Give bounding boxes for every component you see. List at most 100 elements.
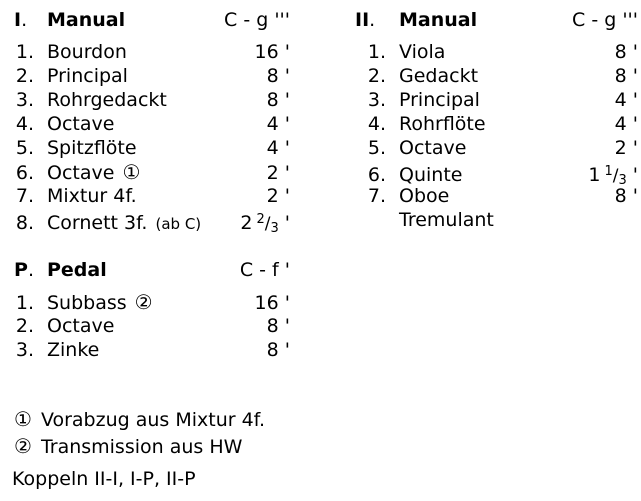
foot-prime-mark: ' (626, 164, 638, 186)
foot-prime-mark: ' (278, 113, 290, 135)
stop-list: 1. Subbass ② 16 ' 2. Octave 8 ' 3. Zinke … (14, 290, 290, 362)
stop-row: 6. Octave ① 2 ' (14, 160, 290, 184)
stop-name-cell: Spitzflöte (47, 136, 259, 160)
stop-row: 6. Quinte 1 1/3 ' (355, 160, 638, 188)
foot-prime-mark: ' (626, 41, 638, 63)
stop-number: 1. (15, 41, 34, 63)
stop-pitch: 16 ' (254, 292, 290, 314)
stop-name: Zinke (47, 339, 100, 361)
stop-number: 5. (367, 137, 386, 159)
foot-prime-mark: ' (278, 65, 290, 87)
section-number-dot: . (27, 259, 34, 281)
stop-row: 7. Mixtur 4f. 2 ' (14, 184, 290, 208)
stop-pitch: 4 ' (614, 113, 638, 135)
stop-row: 1. Bourdon 16 ' (14, 40, 290, 64)
section-manual-2: II. Manual C - g ''' 1. Viola 8 ' 2. Ged… (355, 8, 638, 232)
stop-row: 5. Octave 2 ' (355, 136, 638, 160)
stop-number: 4. (15, 113, 34, 135)
section-compass: C - g ''' (224, 9, 290, 31)
section-number: P. (14, 258, 34, 282)
stop-row: 2. Gedackt 8 ' (355, 64, 638, 88)
stop-pitch: 2 2/3 ' (240, 212, 290, 236)
stop-pitch: 8 ' (266, 315, 290, 337)
stop-number: 2. (367, 65, 386, 87)
stop-name-cell: Principal (47, 64, 259, 88)
foot-prime-mark: ' (626, 89, 638, 111)
stop-pitch: 4 ' (266, 113, 290, 135)
stop-name: Octave (47, 113, 115, 135)
foot-prime-mark: ' (278, 137, 290, 159)
stop-name-cell: Gedackt (399, 64, 607, 88)
foot-prime-mark: ' (278, 41, 290, 63)
footnote-2: ② Transmission aus HW (14, 433, 265, 460)
foot-prime-mark: ' (626, 65, 638, 87)
stop-name: Tremulant (399, 209, 494, 231)
foot-prime-mark: ' (278, 292, 290, 314)
circled-2-icon: ② (14, 434, 32, 458)
stop-name: Gedackt (399, 65, 479, 87)
foot-prime-mark: ' (278, 162, 290, 184)
stop-number: 1. (367, 41, 386, 63)
stop-name: Octave (399, 137, 467, 159)
section-number: I. (14, 8, 34, 32)
stop-number: 3. (15, 339, 34, 361)
stop-name-cell: Oboe (399, 184, 607, 208)
stop-name-cell: Octave (47, 314, 259, 338)
stop-list: 1. Bourdon 16 ' 2. Principal 8 ' 3. Rohr… (14, 40, 290, 236)
stop-name: Octave (47, 315, 115, 337)
section-header: P. Pedal C - f ' (14, 258, 290, 282)
section-number-letter: P (14, 259, 28, 281)
stop-name-cell: Cornett 3f. (ab C) (47, 211, 232, 236)
stop-name: Principal (399, 89, 480, 111)
foot-prime-mark: ' (278, 185, 290, 207)
stop-row: 4. Rohrflöte 4 ' (355, 112, 638, 136)
stop-row: 7. Oboe 8 ' (355, 184, 638, 208)
stop-name-cell: Mixtur 4f. (47, 184, 259, 208)
foot-prime-mark: ' (278, 89, 290, 111)
stop-row: 3. Rohrgedackt 8 ' (14, 88, 290, 112)
stop-pitch: 16 ' (254, 41, 290, 63)
stop-number: 8. (15, 212, 34, 234)
section-header: II. Manual C - g ''' (355, 8, 638, 32)
section-title: Pedal (47, 259, 107, 281)
section-number-roman: II (355, 9, 370, 31)
foot-prime-mark: ' (626, 137, 638, 159)
stop-name-cell: Rohrgedackt (47, 88, 259, 112)
footnote-text: Transmission aus HW (40, 436, 243, 458)
stop-row: 3. Zinke 8 ' (14, 338, 290, 362)
stop-name-cell: Subbass ② (47, 290, 247, 315)
stop-number: 6. (367, 164, 386, 186)
footnotes: ① Vorabzug aus Mixtur 4f. ② Transmission a… (14, 406, 265, 460)
foot-prime-mark: ' (626, 185, 638, 207)
stop-name-cell: Octave (399, 136, 607, 160)
stop-name: Rohrgedackt (47, 89, 167, 111)
stop-pitch: 1 1/3 ' (588, 164, 638, 188)
stop-pitch: 8 ' (266, 339, 290, 361)
couplers-line: Koppeln II-I, I-P, II-P (12, 468, 196, 490)
footnote-marker-icon: ① (122, 160, 141, 184)
stop-name: Rohrflöte (399, 113, 486, 135)
pitch-fraction: 1/3 (604, 164, 627, 188)
stop-name-cell: Bourdon (47, 40, 247, 64)
section-number-dot: . (21, 9, 28, 31)
stop-pitch: 8 ' (614, 185, 638, 207)
footnote-marker-icon: ② (134, 290, 153, 314)
section-number-dot: . (369, 9, 376, 31)
stop-number: 1. (15, 292, 34, 314)
stop-name-cell: Quinte (399, 163, 580, 187)
stop-row: 1. Viola 8 ' (355, 40, 638, 64)
stop-pitch: 8 ' (614, 41, 638, 63)
foot-prime-mark: ' (278, 339, 290, 361)
stop-number: 3. (15, 89, 34, 111)
stop-number: 7. (15, 185, 34, 207)
section-number-roman: I (14, 9, 22, 31)
section-compass: C - f ' (239, 259, 290, 281)
stop-row: 2. Principal 8 ' (14, 64, 290, 88)
stop-pitch: 2 ' (266, 185, 290, 207)
stop-name-cell: Octave ① (47, 160, 259, 185)
stop-name-cell: Rohrflöte (399, 112, 607, 136)
stop-name: Cornett 3f. (47, 212, 148, 234)
stop-pitch: 8 ' (266, 65, 290, 87)
stop-number: 2. (15, 315, 34, 337)
